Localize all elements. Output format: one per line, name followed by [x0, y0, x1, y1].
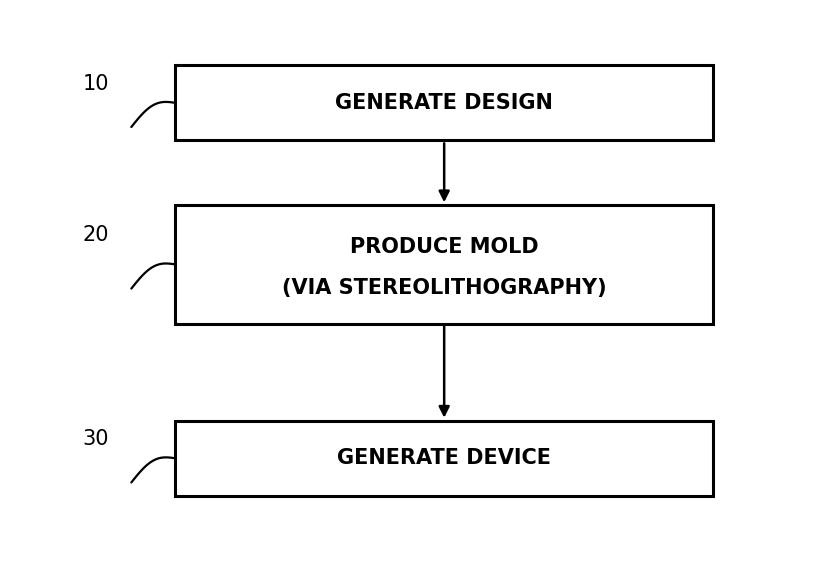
Text: 30: 30 [82, 429, 109, 449]
Text: (VIA STEREOLITHOGRAPHY): (VIA STEREOLITHOGRAPHY) [282, 278, 606, 298]
Text: 20: 20 [82, 225, 109, 245]
Text: GENERATE DESIGN: GENERATE DESIGN [335, 93, 553, 113]
FancyBboxPatch shape [175, 421, 714, 496]
Text: 10: 10 [82, 74, 109, 94]
Text: PRODUCE MOLD: PRODUCE MOLD [350, 237, 539, 256]
FancyBboxPatch shape [175, 205, 714, 324]
Text: GENERATE DEVICE: GENERATE DEVICE [337, 448, 551, 468]
FancyBboxPatch shape [175, 65, 714, 140]
